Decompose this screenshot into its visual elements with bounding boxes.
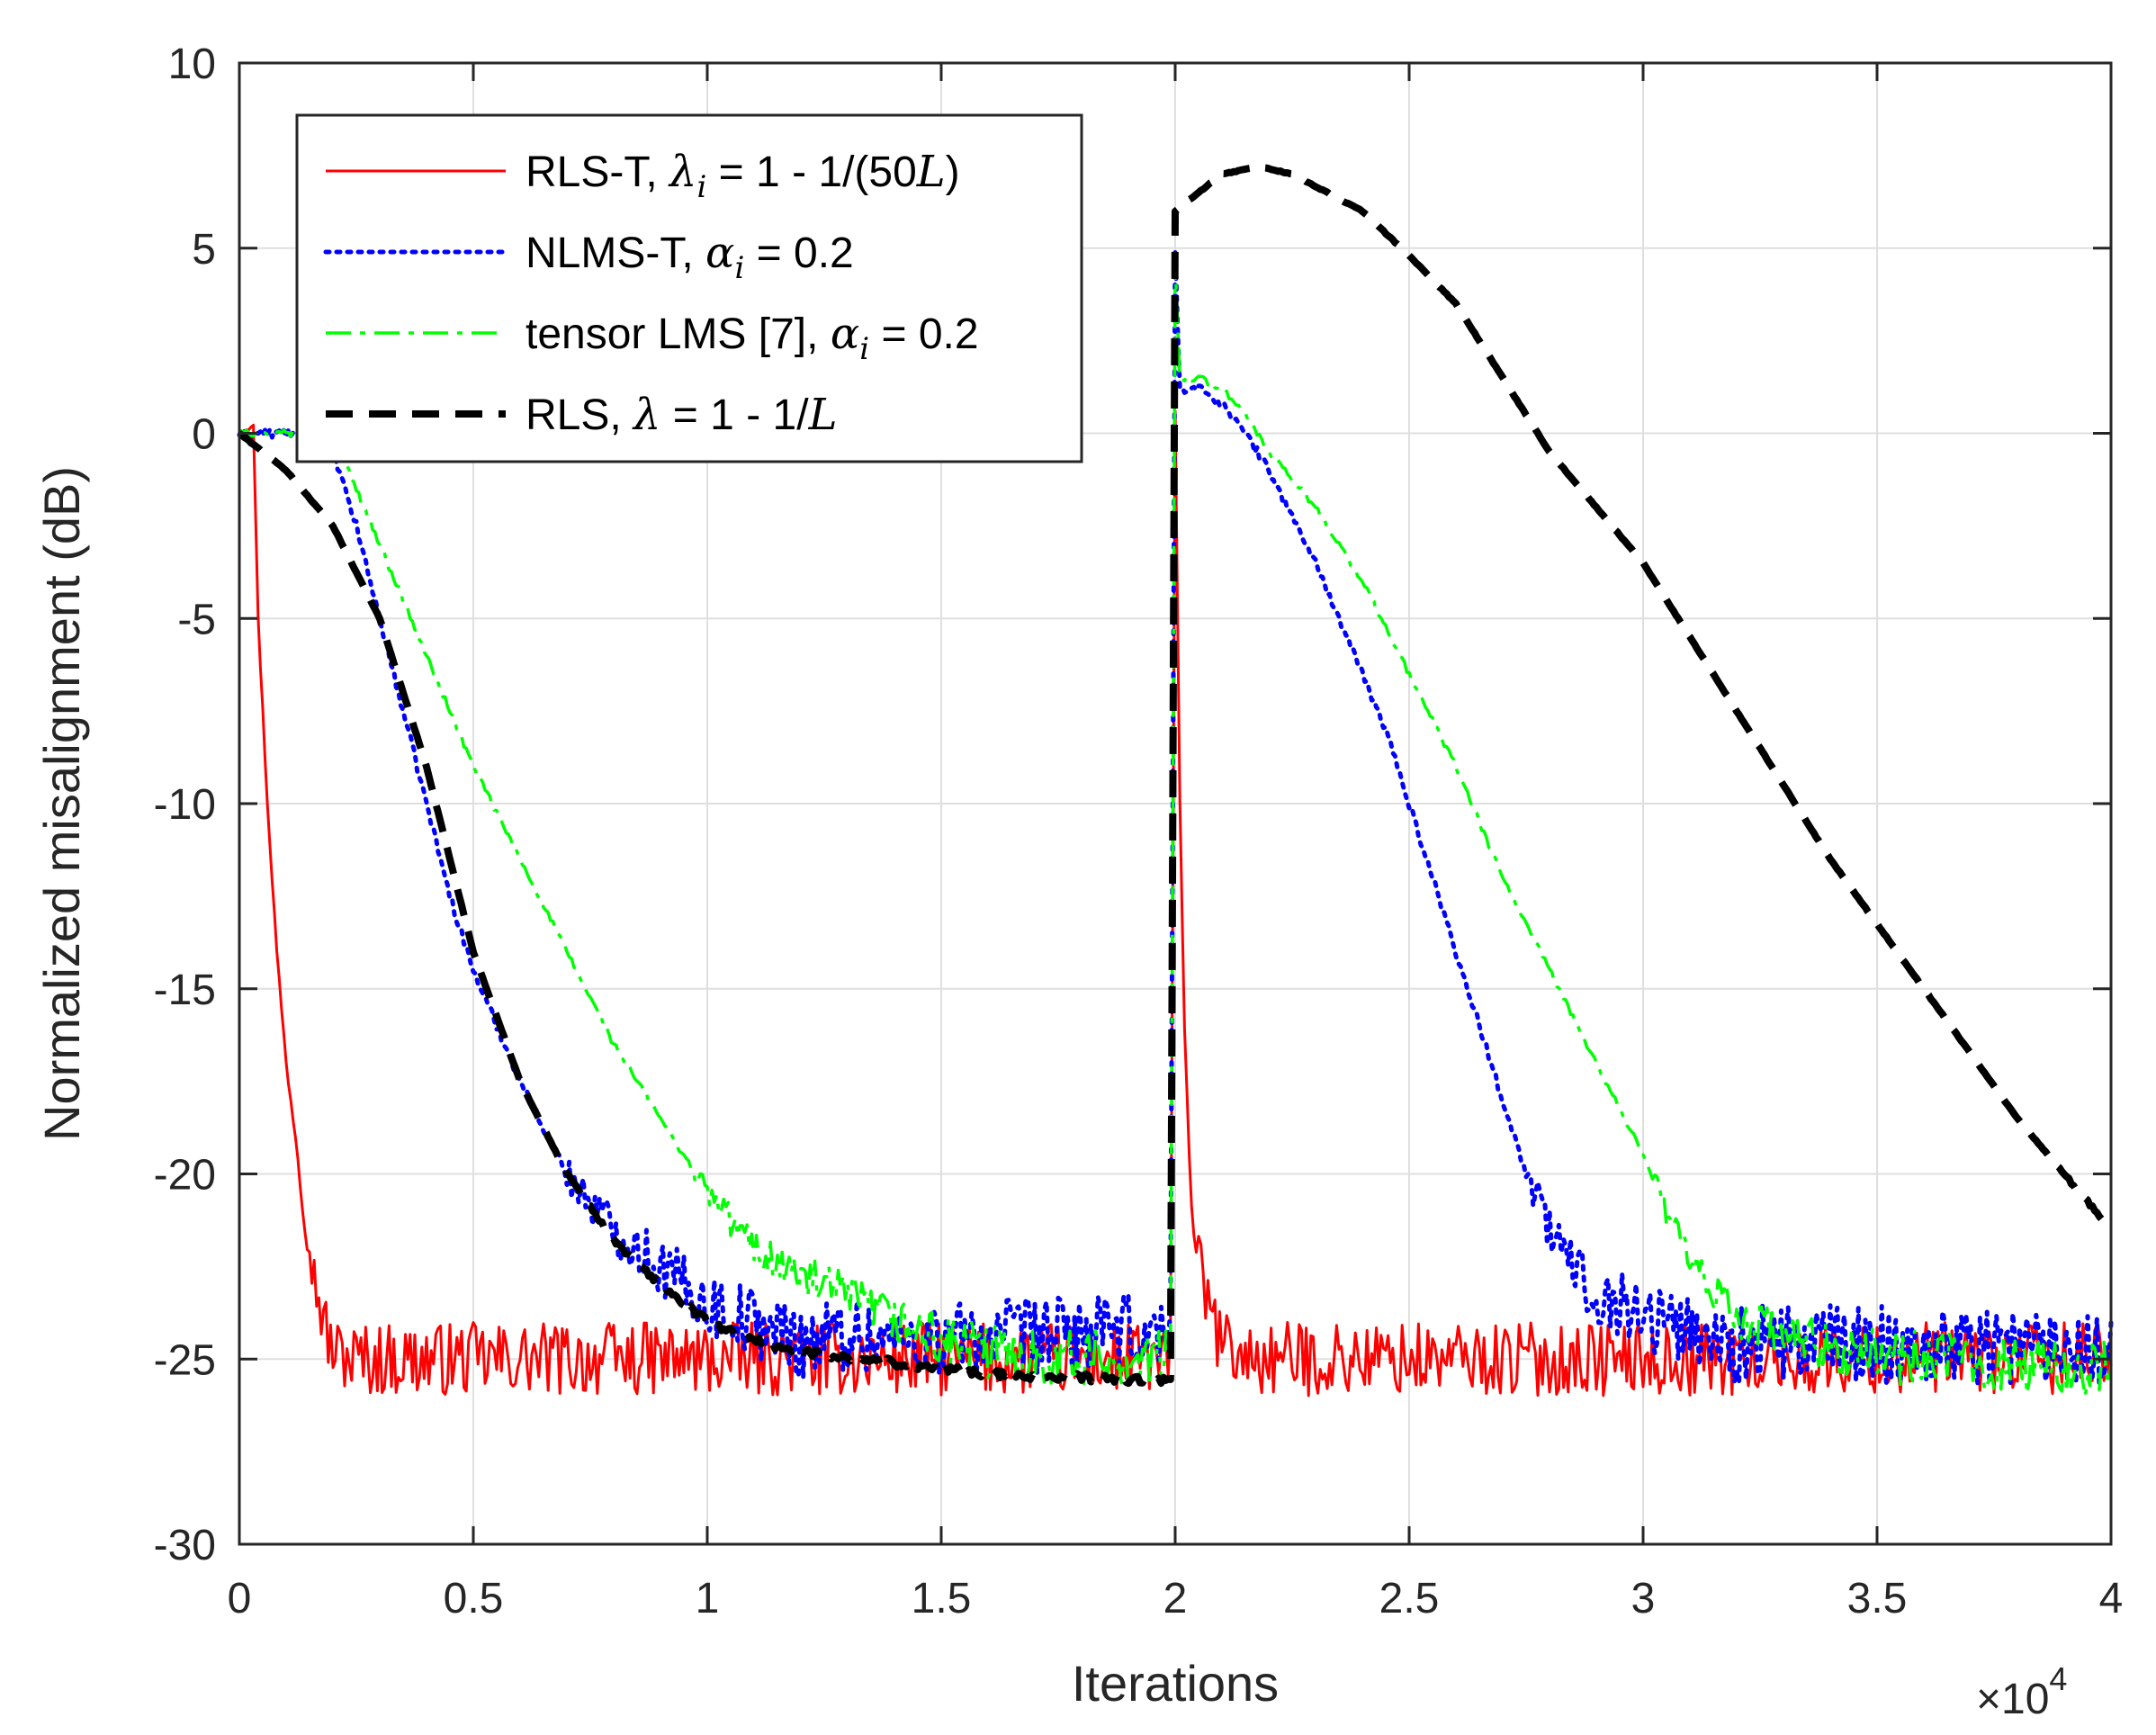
series-lines bbox=[237, 163, 2114, 1398]
y-tick-label: 5 bbox=[192, 226, 216, 274]
x-axis-label: Iterations bbox=[1072, 1655, 1279, 1712]
x-tick-label: 3.5 bbox=[1847, 1575, 1908, 1623]
x-tick-label: 1.5 bbox=[912, 1575, 972, 1623]
x-axis-multiplier: ×104 bbox=[1976, 1660, 2067, 1723]
y-tick-label: -10 bbox=[154, 781, 216, 829]
x-tick-label: 0 bbox=[228, 1575, 252, 1623]
legend-label: tensor LMS [7], αi = 0.2 bbox=[526, 309, 979, 367]
axis-ticks bbox=[238, 61, 2113, 1546]
y-tick-label: 10 bbox=[168, 40, 216, 88]
x-tick-label: 2.5 bbox=[1379, 1575, 1440, 1623]
series-line-rls bbox=[237, 163, 2114, 1388]
y-tick-label: -30 bbox=[154, 1522, 216, 1569]
legend-label: NLMS-T, αi = 0.2 bbox=[526, 228, 854, 286]
x-tick-label: 3 bbox=[1631, 1575, 1656, 1623]
x-tick-label: 4 bbox=[2099, 1575, 2124, 1623]
y-axis-label: Normalized misalignment (dB) bbox=[33, 466, 90, 1141]
y-tick-label: -25 bbox=[154, 1336, 216, 1384]
y-tick-label: 0 bbox=[192, 411, 216, 459]
x-tick-label: 2 bbox=[1163, 1575, 1188, 1623]
legend-label: RLS-T, λi = 1 - 1/(50L) bbox=[526, 147, 960, 205]
tick-labels: 0 0.5 1 1.5 2 2.5 3 3.5 4 10 5 0 -5 -10 -15 -20 -25 -30 bbox=[154, 40, 2124, 1623]
x-multiplier-base: ×10 bbox=[1976, 1676, 2049, 1723]
x-tick-label: 1 bbox=[696, 1575, 720, 1623]
y-tick-label: -15 bbox=[154, 966, 216, 1014]
y-tick-label: -5 bbox=[177, 596, 216, 643]
y-tick-label: -20 bbox=[154, 1152, 216, 1200]
x-multiplier-exponent: 4 bbox=[2049, 1660, 2067, 1697]
legend: RLS-T, λi = 1 - 1/(50L) NLMS-T, αi = 0.2 t… bbox=[295, 113, 1083, 463]
legend-box bbox=[295, 113, 1083, 463]
legend-label: RLS, λ = 1 - 1/L bbox=[526, 390, 837, 440]
x-tick-label: 0.5 bbox=[444, 1575, 504, 1623]
